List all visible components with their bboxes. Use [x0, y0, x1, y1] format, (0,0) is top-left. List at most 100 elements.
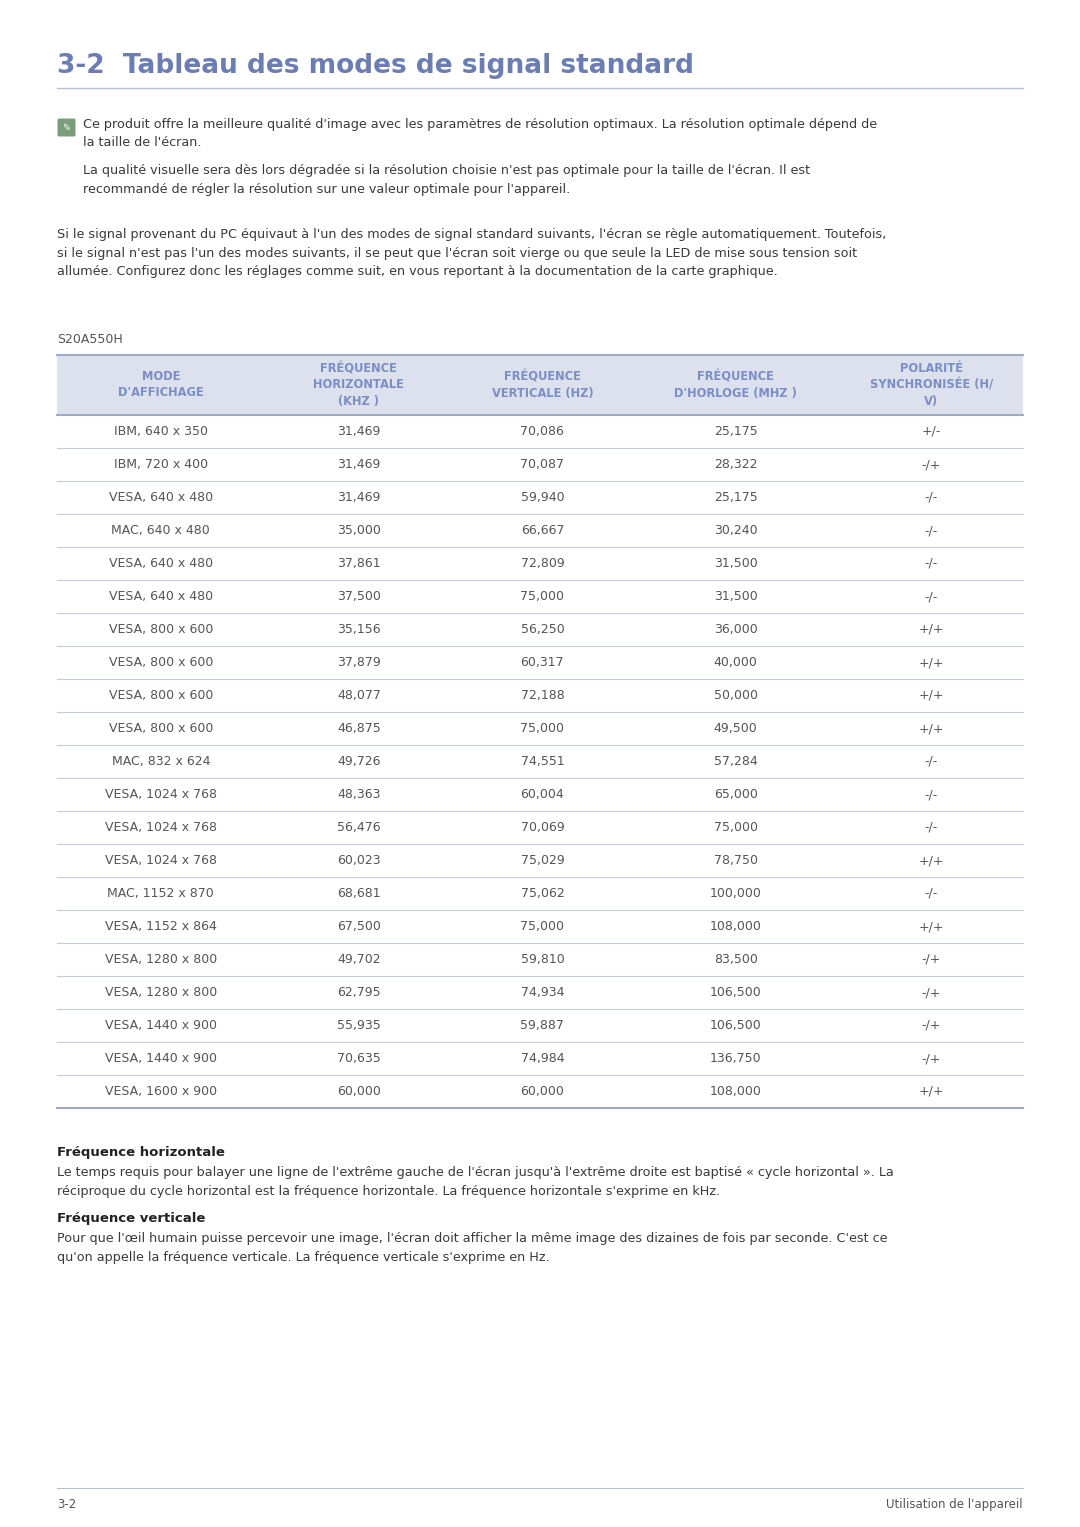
Bar: [57, 712, 1023, 745]
Text: +/+: +/+: [918, 919, 944, 933]
Bar: [57, 811, 1023, 844]
Text: 31,500: 31,500: [714, 589, 757, 603]
Text: Fréquence verticale: Fréquence verticale: [57, 1212, 205, 1225]
Text: 55,935: 55,935: [337, 1019, 381, 1032]
Bar: [57, 844, 1023, 876]
Text: -/+: -/+: [921, 458, 941, 470]
Text: -/+: -/+: [921, 986, 941, 999]
Text: 60,023: 60,023: [337, 854, 380, 867]
Text: Ce produit offre la meilleure qualité d'image avec les paramètres de résolution : Ce produit offre la meilleure qualité d'…: [83, 118, 877, 150]
Text: 70,069: 70,069: [521, 822, 564, 834]
Text: 75,062: 75,062: [521, 887, 564, 899]
Text: 31,469: 31,469: [337, 458, 380, 470]
Text: MAC, 1152 x 870: MAC, 1152 x 870: [108, 887, 214, 899]
Text: ✎: ✎: [63, 122, 70, 133]
Text: MAC, 640 x 480: MAC, 640 x 480: [111, 524, 211, 538]
Bar: [57, 976, 1023, 1009]
Text: 56,476: 56,476: [337, 822, 380, 834]
Text: -/-: -/-: [924, 788, 937, 802]
Text: 70,086: 70,086: [521, 425, 565, 438]
Text: 60,000: 60,000: [337, 1086, 381, 1098]
Text: 106,500: 106,500: [710, 986, 761, 999]
Bar: [57, 777, 1023, 811]
Bar: [57, 680, 1023, 712]
Text: 60,317: 60,317: [521, 657, 564, 669]
Text: VESA, 800 x 600: VESA, 800 x 600: [109, 722, 213, 734]
Text: 25,175: 25,175: [714, 425, 757, 438]
Text: MAC, 832 x 624: MAC, 832 x 624: [111, 754, 211, 768]
Text: 72,188: 72,188: [521, 689, 564, 702]
Text: 31,500: 31,500: [714, 557, 757, 570]
Bar: [57, 1075, 1023, 1109]
Text: 75,000: 75,000: [521, 589, 565, 603]
Text: 67,500: 67,500: [337, 919, 381, 933]
Text: 48,363: 48,363: [337, 788, 380, 802]
Text: 100,000: 100,000: [710, 887, 761, 899]
Text: +/+: +/+: [918, 1086, 944, 1098]
Bar: [57, 910, 1023, 944]
Text: 75,000: 75,000: [521, 919, 565, 933]
Text: -/-: -/-: [924, 754, 937, 768]
Text: +/-: +/-: [921, 425, 941, 438]
Text: FRÉQUENCE
D'HORLOGE (MHZ ): FRÉQUENCE D'HORLOGE (MHZ ): [674, 371, 797, 400]
Text: -/-: -/-: [924, 492, 937, 504]
Bar: [57, 944, 1023, 976]
Text: Pour que l'œil humain puisse percevoir une image, l'écran doit afficher la même : Pour que l'œil humain puisse percevoir u…: [57, 1232, 888, 1263]
Text: 70,635: 70,635: [337, 1052, 381, 1064]
Text: 37,500: 37,500: [337, 589, 381, 603]
Text: -/+: -/+: [921, 1052, 941, 1064]
Text: VESA, 800 x 600: VESA, 800 x 600: [109, 657, 213, 669]
Text: 31,469: 31,469: [337, 492, 380, 504]
Text: -/-: -/-: [924, 589, 937, 603]
Text: 35,000: 35,000: [337, 524, 381, 538]
Text: VESA, 1440 x 900: VESA, 1440 x 900: [105, 1019, 217, 1032]
Text: -/-: -/-: [924, 822, 937, 834]
Text: VESA, 1440 x 900: VESA, 1440 x 900: [105, 1052, 217, 1064]
Text: 50,000: 50,000: [714, 689, 757, 702]
Bar: [57, 481, 1023, 515]
Text: 37,861: 37,861: [337, 557, 380, 570]
Text: +/+: +/+: [918, 657, 944, 669]
Text: 108,000: 108,000: [710, 1086, 761, 1098]
Bar: [57, 354, 1023, 415]
Text: 56,250: 56,250: [521, 623, 564, 637]
Text: 74,551: 74,551: [521, 754, 564, 768]
Bar: [57, 745, 1023, 777]
Text: POLARITÉ
SYNCHRONISÉE (H/
V): POLARITÉ SYNCHRONISÉE (H/ V): [869, 362, 993, 408]
Text: 3-2  Tableau des modes de signal standard: 3-2 Tableau des modes de signal standard: [57, 53, 694, 79]
Text: 59,940: 59,940: [521, 492, 564, 504]
Text: 31,469: 31,469: [337, 425, 380, 438]
Text: FRÉQUENCE
VERTICALE (HZ): FRÉQUENCE VERTICALE (HZ): [491, 371, 593, 400]
Text: 49,726: 49,726: [337, 754, 380, 768]
Text: S20A550H: S20A550H: [57, 333, 123, 347]
Text: 75,000: 75,000: [714, 822, 757, 834]
Text: IBM, 640 x 350: IBM, 640 x 350: [113, 425, 207, 438]
Bar: [57, 646, 1023, 680]
Text: 35,156: 35,156: [337, 623, 380, 637]
Text: 62,795: 62,795: [337, 986, 380, 999]
Text: 75,029: 75,029: [521, 854, 564, 867]
Text: 57,284: 57,284: [714, 754, 757, 768]
Text: 48,077: 48,077: [337, 689, 381, 702]
Text: VESA, 640 x 480: VESA, 640 x 480: [109, 492, 213, 504]
Bar: [57, 612, 1023, 646]
Text: VESA, 1024 x 768: VESA, 1024 x 768: [105, 788, 217, 802]
Text: 74,984: 74,984: [521, 1052, 564, 1064]
Text: VESA, 640 x 480: VESA, 640 x 480: [109, 557, 213, 570]
Text: 40,000: 40,000: [714, 657, 757, 669]
Text: 28,322: 28,322: [714, 458, 757, 470]
Text: 72,809: 72,809: [521, 557, 564, 570]
Text: 108,000: 108,000: [710, 919, 761, 933]
Text: -/-: -/-: [924, 557, 937, 570]
Bar: [57, 580, 1023, 612]
Text: 59,810: 59,810: [521, 953, 564, 967]
Text: VESA, 640 x 480: VESA, 640 x 480: [109, 589, 213, 603]
FancyBboxPatch shape: [57, 119, 76, 136]
Text: 66,667: 66,667: [521, 524, 564, 538]
Text: VESA, 1600 x 900: VESA, 1600 x 900: [105, 1086, 217, 1098]
Text: 60,000: 60,000: [521, 1086, 565, 1098]
Bar: [57, 515, 1023, 547]
Text: 60,004: 60,004: [521, 788, 564, 802]
Text: 70,087: 70,087: [521, 458, 565, 470]
Text: 25,175: 25,175: [714, 492, 757, 504]
